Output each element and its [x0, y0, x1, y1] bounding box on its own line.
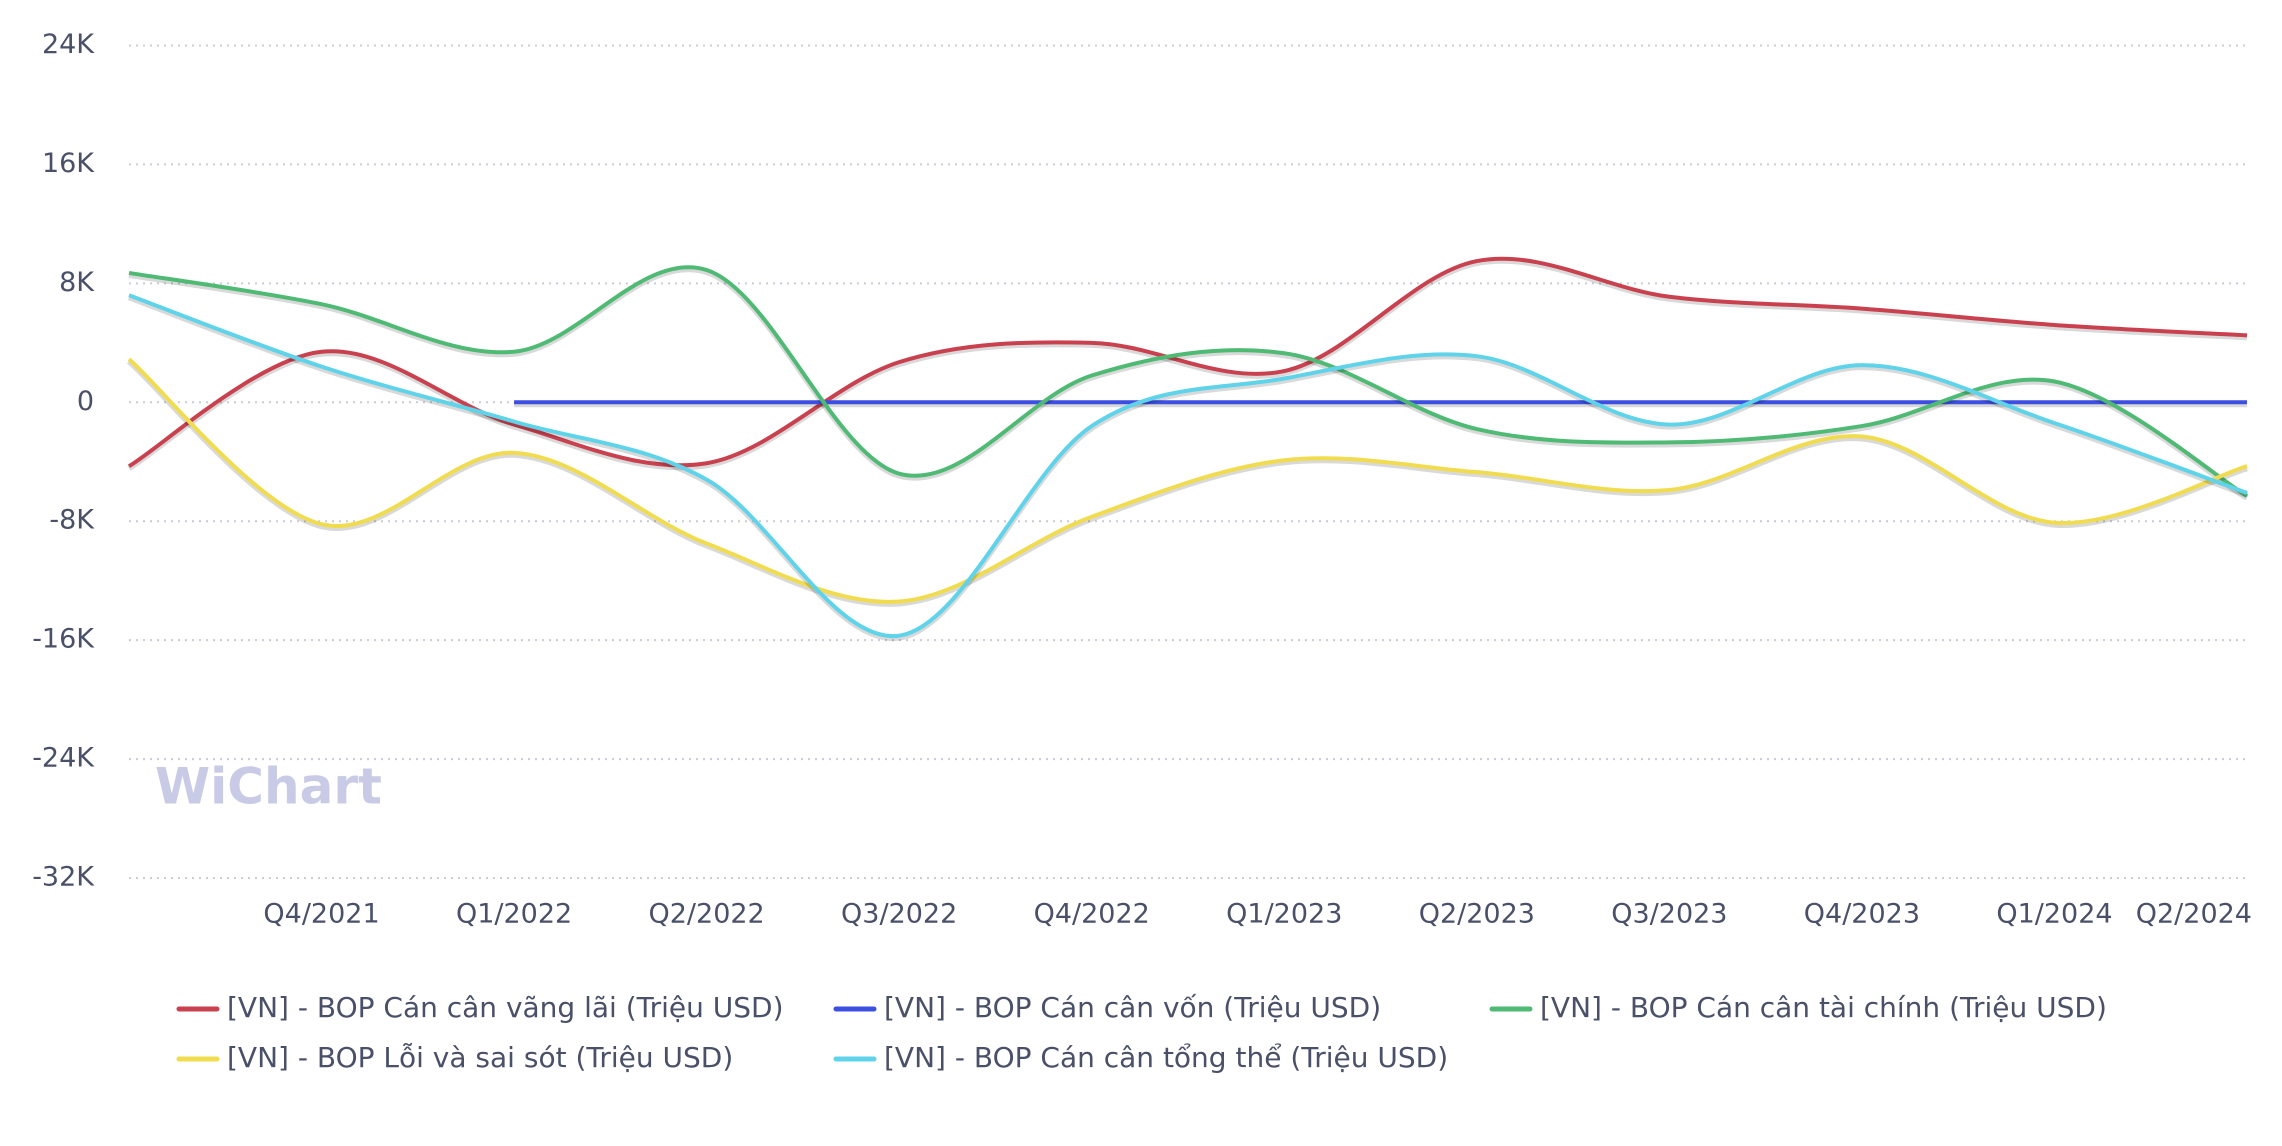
legend-label: [VN] - BOP Lỗi và sai sót (Triệu USD)	[227, 1041, 733, 1074]
y-tick-label: 0	[77, 386, 94, 417]
legend-label: [VN] - BOP Cán cân tổng thể (Triệu USD)	[884, 1041, 1448, 1074]
series-line	[128, 293, 2248, 638]
y-tick-label: 24K	[42, 29, 95, 60]
legend-label: [VN] - BOP Cán cân vốn (Triệu USD)	[884, 991, 1381, 1024]
series-line	[128, 265, 2249, 498]
x-tick-label: Q2/2023	[1419, 899, 1535, 930]
x-tick-label: Q2/2024	[2136, 899, 2252, 930]
series-line	[127, 256, 2248, 468]
x-tick-label: Q4/2022	[1034, 899, 1150, 930]
x-tick-label: Q3/2023	[1611, 899, 1727, 930]
series-line	[127, 357, 2248, 604]
y-tick-label: -24K	[32, 743, 95, 774]
y-tick-label: -32K	[32, 862, 95, 893]
x-tick-label: Q1/2022	[456, 899, 572, 930]
legend-label: [VN] - BOP Cán cân vãng lãi (Triệu USD)	[227, 991, 784, 1024]
x-tick-label: Q1/2023	[1226, 899, 1342, 930]
x-tick-label: Q4/2023	[1804, 899, 1920, 930]
x-tick-label: Q2/2022	[649, 899, 765, 930]
x-tick-label: Q3/2022	[841, 899, 957, 930]
y-tick-label: 16K	[42, 148, 95, 179]
x-tick-label: Q4/2021	[263, 899, 379, 930]
y-tick-label: -8K	[49, 505, 95, 536]
watermark: WiChart	[155, 758, 382, 816]
y-tick-label: 8K	[59, 267, 95, 298]
x-tick-label: Q1/2024	[1996, 899, 2112, 930]
y-tick-label: -16K	[32, 624, 95, 655]
legend-label: [VN] - BOP Cán cân tài chính (Triệu USD)	[1540, 991, 2107, 1024]
